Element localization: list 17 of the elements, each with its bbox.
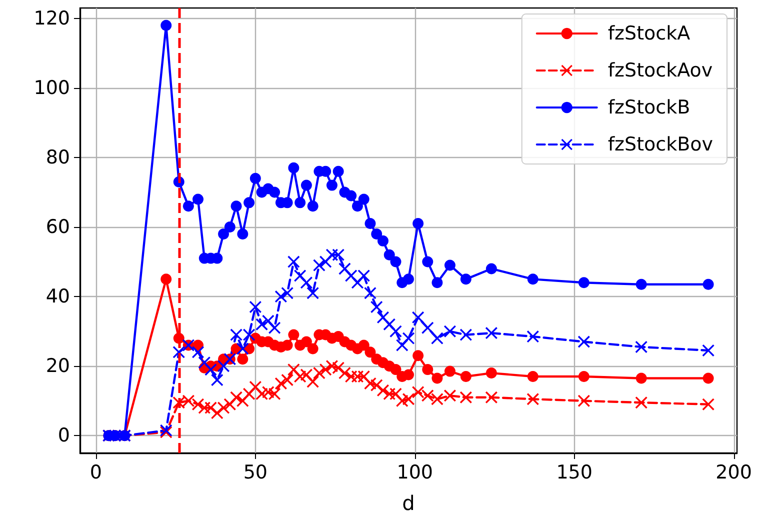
x-tick-label: 150 xyxy=(556,462,592,484)
y-tick-label: 20 xyxy=(46,355,70,378)
y-tick-label: 80 xyxy=(46,146,70,168)
y-tick-label: 100 xyxy=(34,76,70,99)
y-tick-label: 120 xyxy=(34,7,70,30)
x-tick-label: 100 xyxy=(396,462,434,484)
x-tick-label: 200 xyxy=(716,462,752,484)
y-tick-label: 40 xyxy=(46,286,70,308)
legend-label: fzStockA xyxy=(608,22,690,44)
legend-label: fzStockBov xyxy=(608,134,714,156)
legend-label: fzStockAov xyxy=(608,60,713,82)
x-tick-label: 0 xyxy=(90,462,102,484)
x-tick-label: 50 xyxy=(243,462,268,484)
y-tick-label: 60 xyxy=(46,216,70,238)
legend-label: fzStockB xyxy=(608,96,690,118)
x-axis-title: d xyxy=(402,491,415,515)
y-tick-label: 0 xyxy=(58,424,70,447)
